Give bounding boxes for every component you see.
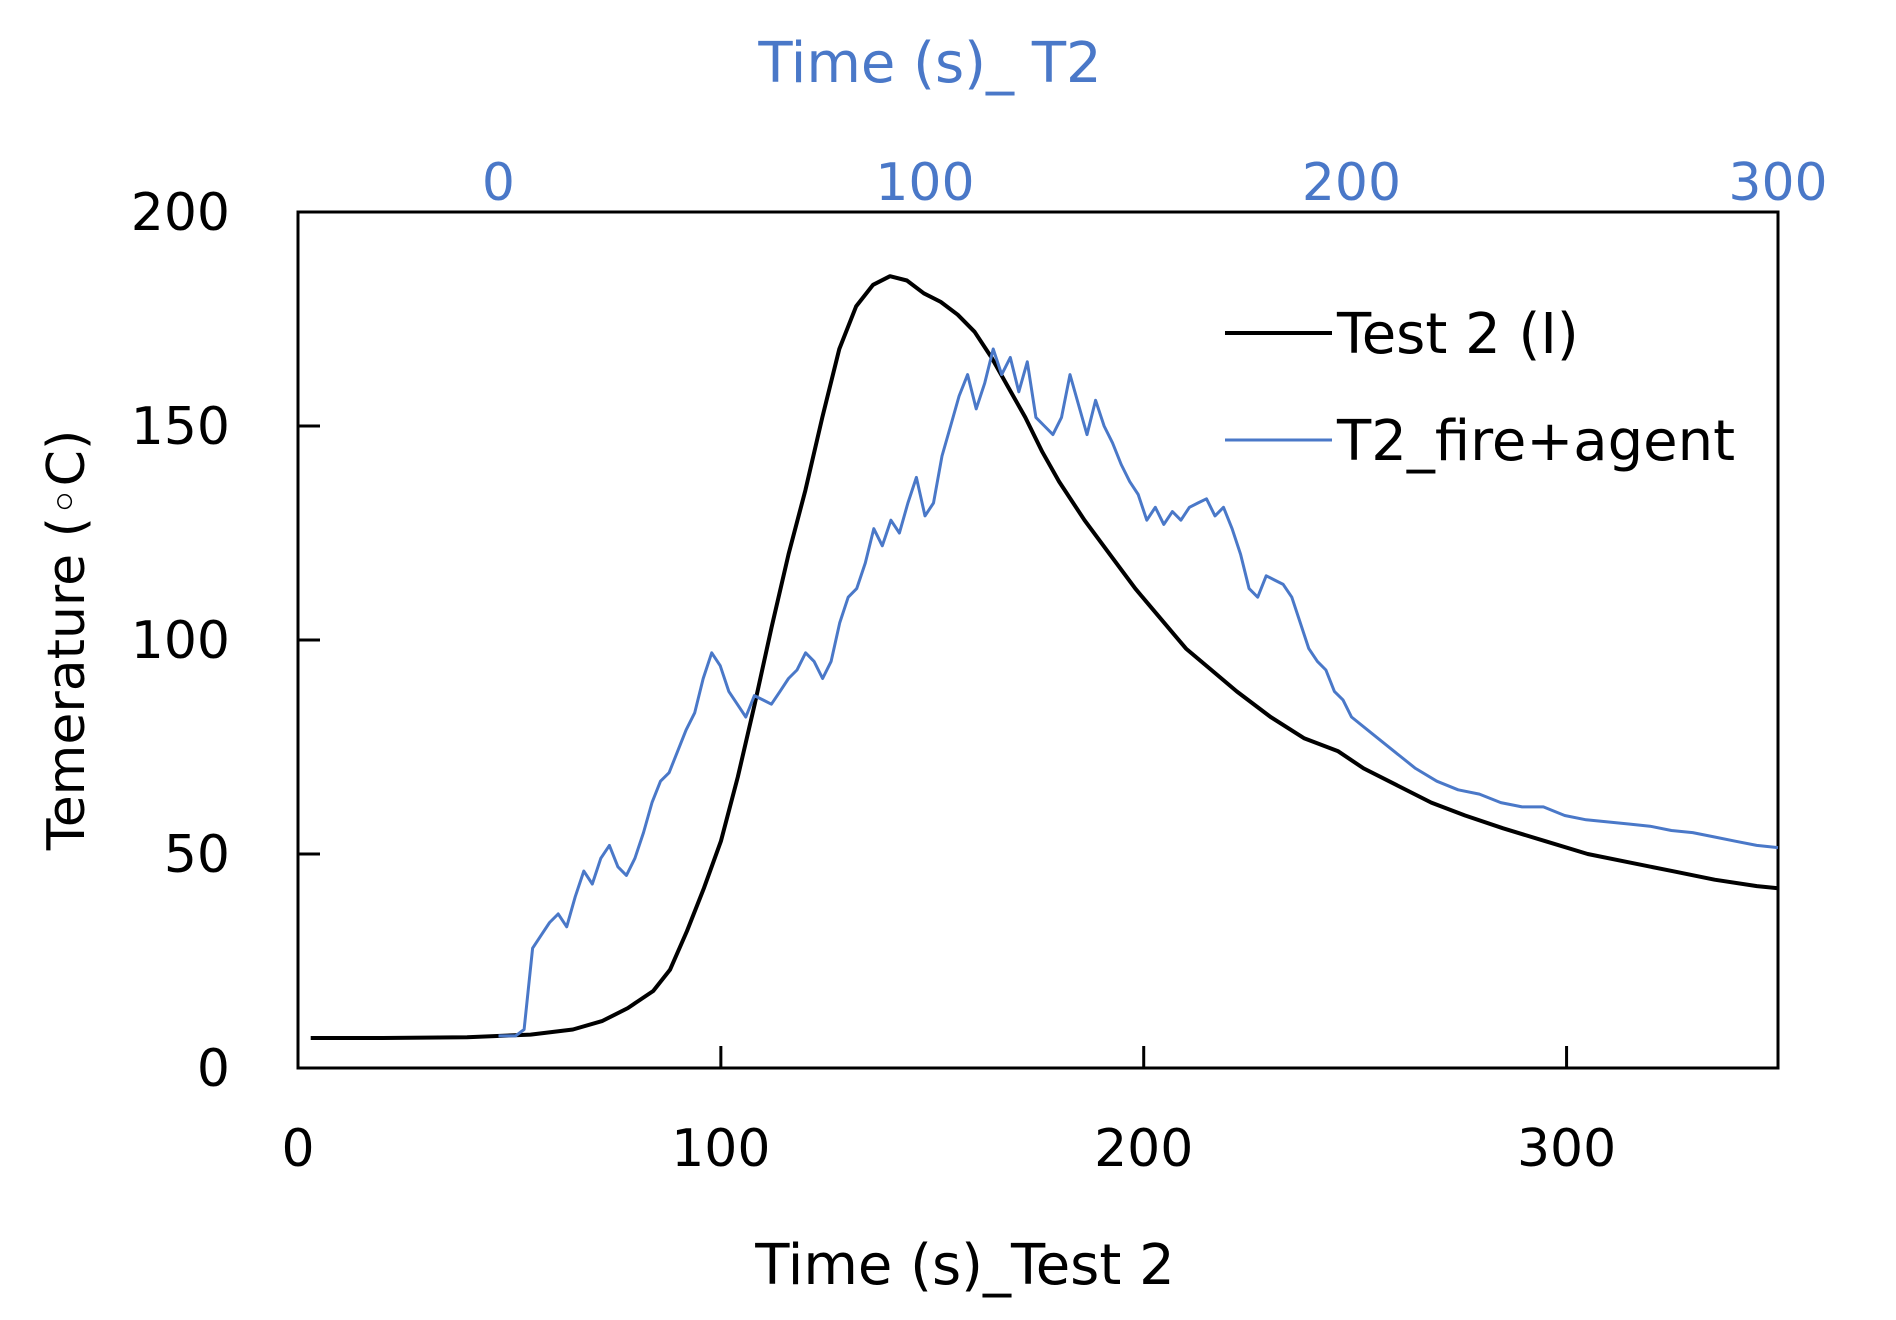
x2-tick-label: 300	[1728, 153, 1827, 213]
y-tick-label: 100	[131, 611, 230, 671]
left-axis-ticks: 0 50 100 150 200	[131, 183, 320, 1099]
top-axis-ticks: 0 100 200 300	[482, 153, 1828, 213]
x-axis-title: Time (s)_Test 2	[754, 1233, 1174, 1298]
x-tick-label: 200	[1094, 1119, 1193, 1179]
series-line-t2-fire-agent	[498, 347, 1779, 1038]
legend: Test 2 (I) T2_fire+agent	[1225, 302, 1735, 474]
x2-tick-label: 0	[482, 153, 515, 213]
bottom-axis-ticks: 0 100 200 300	[281, 1046, 1616, 1179]
series-line-test-2	[310, 274, 1779, 1040]
legend-label-t2-fire-agent: T2_fire+agent	[1336, 409, 1735, 474]
y-axis-title: Temerature (◦C)	[37, 430, 97, 851]
series-lines	[310, 274, 1779, 1040]
y-tick-label: 150	[131, 397, 230, 457]
x-tick-label: 300	[1517, 1119, 1616, 1179]
y-tick-label: 200	[131, 183, 230, 243]
x-tick-label: 0	[281, 1119, 314, 1179]
x2-tick-label: 200	[1302, 153, 1401, 213]
top-axis-title: Time (s)_ T2	[757, 31, 1101, 96]
legend-label-test-2: Test 2 (I)	[1336, 302, 1579, 367]
x-tick-label: 100	[671, 1119, 770, 1179]
y-tick-label: 50	[164, 825, 230, 885]
x2-tick-label: 100	[875, 153, 974, 213]
y-tick-label: 0	[197, 1039, 230, 1099]
